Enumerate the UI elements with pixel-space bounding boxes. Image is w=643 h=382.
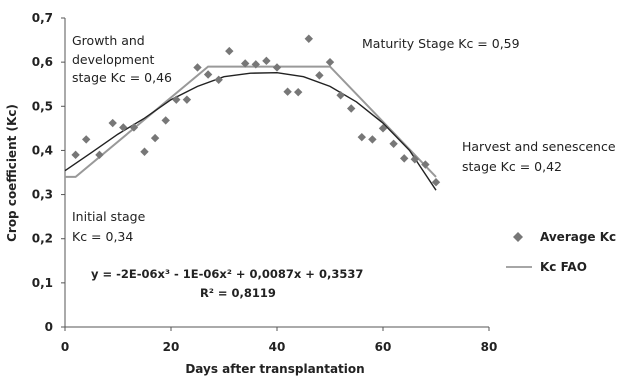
- average-kc-point: [161, 116, 170, 125]
- y-tick-label: 0: [45, 320, 53, 334]
- average-kc-point: [315, 71, 324, 80]
- average-kc-point: [150, 133, 160, 143]
- trend-equation: y = -2E-06x³ - 1E-06x² + 0,0087x + 0,353…: [91, 267, 363, 281]
- average-kc-point: [410, 155, 419, 164]
- average-kc-point: [108, 118, 117, 128]
- average-kc-point: [389, 139, 398, 149]
- x-tick-label: 40: [269, 340, 286, 354]
- average-kc-point: [272, 63, 282, 72]
- series-layer: [64, 34, 441, 191]
- legend-label-average-kc: Average Kc: [540, 230, 616, 244]
- y-tick-label: 0,1: [32, 276, 53, 290]
- average-kc-point: [304, 34, 313, 43]
- axes: [61, 17, 490, 331]
- y-tick-label: 0,7: [32, 11, 53, 25]
- y-tick-label: 0,2: [32, 232, 53, 246]
- kc-fao-line: [65, 65, 437, 178]
- average-kc-point: [241, 59, 250, 68]
- annotation-growth-3: stage Kc = 0,46: [72, 70, 172, 85]
- annotation-maturity: Maturity Stage Kc = 0,59: [362, 36, 520, 51]
- average-kc-point: [283, 87, 292, 96]
- average-kc-point: [82, 135, 91, 144]
- average-kc-point: [431, 178, 441, 187]
- annotation-growth-2: development: [72, 52, 155, 67]
- annotation-growth-1: Growth and: [72, 33, 145, 48]
- tick-labels: 0 0,1 0,2 0,3 0,4 0,5 0,6 0,7 0 20 40 60 80: [32, 11, 498, 354]
- average-kc-point: [325, 57, 335, 67]
- annotation-harvest-2: stage Kc = 0,42: [462, 159, 562, 174]
- x-tick-label: 80: [481, 340, 498, 354]
- x-tick-label: 0: [61, 340, 69, 354]
- x-tick-label: 20: [163, 340, 180, 354]
- y-axis-title: Crop coefficient (Kc): [5, 104, 19, 242]
- average-kc-point: [119, 123, 128, 132]
- average-kc-point: [294, 87, 303, 97]
- x-axis-title: Days after transplantation: [185, 362, 364, 376]
- average-kc-point: [172, 95, 181, 104]
- annotation-harvest-1: Harvest and senescence: [462, 139, 616, 154]
- average-kc-point: [400, 154, 409, 163]
- average-kc-point: [262, 56, 271, 66]
- annotation-initial-2: Kc = 0,34: [72, 229, 133, 244]
- legend-label-kc-fao: Kc FAO: [540, 260, 587, 274]
- average-kc-point: [193, 63, 202, 72]
- annotation-initial-1: Initial stage: [72, 209, 146, 224]
- legend-marker-average-kc: [513, 232, 523, 242]
- average-kc-point: [251, 60, 260, 69]
- average-kc-point: [71, 150, 80, 160]
- average-kc-point: [214, 75, 223, 84]
- average-kc-point: [95, 150, 104, 160]
- average-kc-point: [225, 46, 234, 56]
- average-kc-point: [140, 147, 149, 156]
- average-kc-point: [378, 124, 388, 133]
- trend-r-squared: R² = 0,8119: [200, 286, 276, 300]
- average-kc-point: [421, 160, 430, 169]
- x-tick-label: 60: [375, 340, 392, 354]
- y-tick-label: 0,5: [32, 99, 53, 113]
- y-tick-label: 0,6: [32, 55, 53, 69]
- average-kc-point: [357, 132, 366, 142]
- trend-line: [64, 71, 437, 191]
- average-kc-point: [203, 70, 213, 79]
- average-kc-point: [368, 135, 377, 144]
- average-kc-point: [347, 104, 356, 113]
- average-kc-point: [182, 95, 192, 104]
- legend: Average Kc Kc FAO: [506, 230, 616, 274]
- y-tick-label: 0,3: [32, 188, 53, 202]
- y-tick-label: 0,4: [32, 143, 53, 157]
- average-kc-point: [336, 91, 345, 100]
- average-kc-point: [129, 123, 139, 132]
